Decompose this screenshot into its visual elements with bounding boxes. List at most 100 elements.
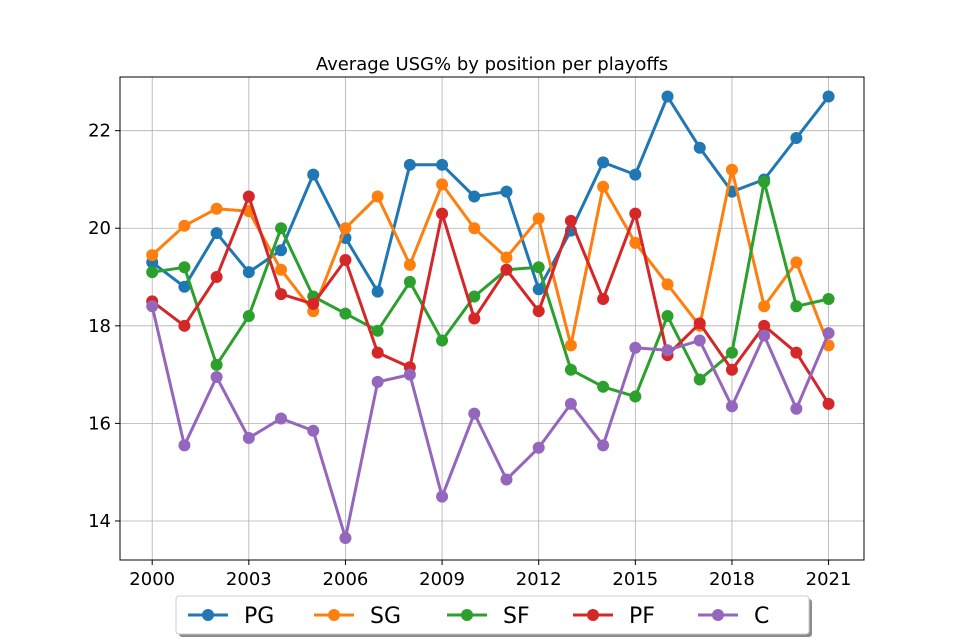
legend-box	[175, 595, 810, 635]
data-point-c	[210, 371, 223, 384]
y-tick-label: 22	[88, 121, 111, 142]
data-point-sf	[436, 334, 449, 347]
data-point-c	[532, 441, 545, 454]
data-point-pf	[178, 319, 191, 332]
data-point-pf	[758, 319, 771, 332]
data-point-pf	[790, 346, 803, 359]
data-point-c	[693, 334, 706, 347]
data-point-c	[500, 473, 513, 486]
data-point-pf	[532, 305, 545, 318]
data-point-c	[403, 368, 416, 381]
series-sf	[146, 175, 835, 403]
data-point-sf	[339, 307, 352, 320]
data-point-sg	[629, 236, 642, 249]
legend-label: SG	[370, 604, 401, 629]
data-point-c	[468, 407, 481, 420]
data-point-pg	[371, 285, 384, 298]
data-point-c	[275, 412, 288, 425]
data-point-pf	[468, 312, 481, 325]
data-point-sg	[790, 256, 803, 269]
data-point-pf	[307, 297, 320, 310]
data-point-pf	[597, 292, 610, 305]
plot-frame	[119, 76, 865, 561]
series-line-c	[150, 305, 830, 540]
legend-label: C	[754, 604, 769, 629]
data-point-sg	[758, 300, 771, 313]
axes: 2000 2003 2006 2009 2012 2015 2018 2021 14 16 18 20…	[88, 76, 865, 590]
data-point-c	[436, 490, 449, 503]
data-point-pg	[307, 168, 320, 181]
y-tick-label: 14	[88, 511, 111, 532]
data-point-sf	[146, 266, 159, 279]
data-point-sg	[725, 163, 738, 176]
data-point-sg	[436, 178, 449, 191]
series-line-sg	[151, 168, 830, 347]
data-point-pg	[790, 131, 803, 144]
series-sg	[146, 163, 835, 352]
data-point-pg	[242, 266, 255, 279]
legend-label: PG	[244, 604, 274, 629]
series-line-pg	[151, 95, 830, 294]
legend-marker	[712, 609, 724, 621]
x-tick-label: 2000	[129, 569, 175, 590]
series-lines	[146, 90, 835, 545]
y-tick-label: 16	[88, 413, 111, 434]
data-point-pg	[661, 90, 674, 103]
data-point-sg	[532, 212, 545, 225]
data-point-c	[146, 300, 159, 313]
data-point-sf	[403, 275, 416, 288]
series-line-sf	[151, 180, 829, 399]
data-point-c	[339, 532, 352, 545]
data-point-pg	[532, 283, 545, 296]
data-point-sg	[468, 222, 481, 235]
data-point-pf	[339, 253, 352, 266]
data-point-sg	[597, 180, 610, 193]
legend-entry-pf: PF	[573, 604, 655, 629]
data-point-sf	[693, 373, 706, 386]
legend-marker	[202, 609, 214, 621]
data-point-pg	[693, 141, 706, 154]
data-point-c	[822, 327, 835, 340]
data-point-sg	[146, 249, 159, 262]
data-point-c	[790, 402, 803, 415]
data-point-sf	[564, 363, 577, 376]
data-point-c	[178, 439, 191, 452]
data-point-sg	[339, 222, 352, 235]
data-point-sg	[178, 219, 191, 232]
legend-label: SF	[503, 604, 530, 629]
data-point-sf	[629, 390, 642, 403]
data-point-c	[597, 439, 610, 452]
data-point-c	[564, 397, 577, 410]
legend-marker	[461, 609, 473, 621]
data-point-pg	[403, 158, 416, 171]
data-point-pf	[822, 397, 835, 410]
data-point-pf	[210, 271, 223, 284]
data-point-pf	[242, 190, 255, 203]
x-tick-label: 2021	[806, 569, 852, 590]
data-point-pg	[597, 156, 610, 169]
x-tick-label: 2018	[709, 569, 755, 590]
data-point-sg	[371, 190, 384, 203]
data-point-sf	[758, 175, 771, 188]
y-tick-label: 20	[88, 218, 111, 239]
data-point-sg	[275, 263, 288, 276]
data-point-c	[242, 432, 255, 445]
data-point-sf	[597, 380, 610, 393]
legend-marker	[587, 609, 599, 621]
data-point-pg	[275, 244, 288, 257]
data-point-c	[629, 341, 642, 354]
y-tick-label: 18	[88, 316, 111, 337]
data-point-sf	[371, 324, 384, 337]
data-point-pf	[564, 214, 577, 227]
legend-entry-sg: SG	[314, 604, 401, 629]
x-tick-label: 2015	[612, 569, 658, 590]
data-point-sf	[178, 261, 191, 274]
data-point-sf	[661, 310, 674, 323]
data-point-pf	[693, 317, 706, 330]
data-point-pf	[275, 288, 288, 301]
chart-title: Average USG% by position per playoffs	[316, 54, 668, 75]
data-point-c	[371, 375, 384, 388]
legend-marker	[328, 609, 340, 621]
legend-entry-pg: PG	[188, 604, 274, 629]
